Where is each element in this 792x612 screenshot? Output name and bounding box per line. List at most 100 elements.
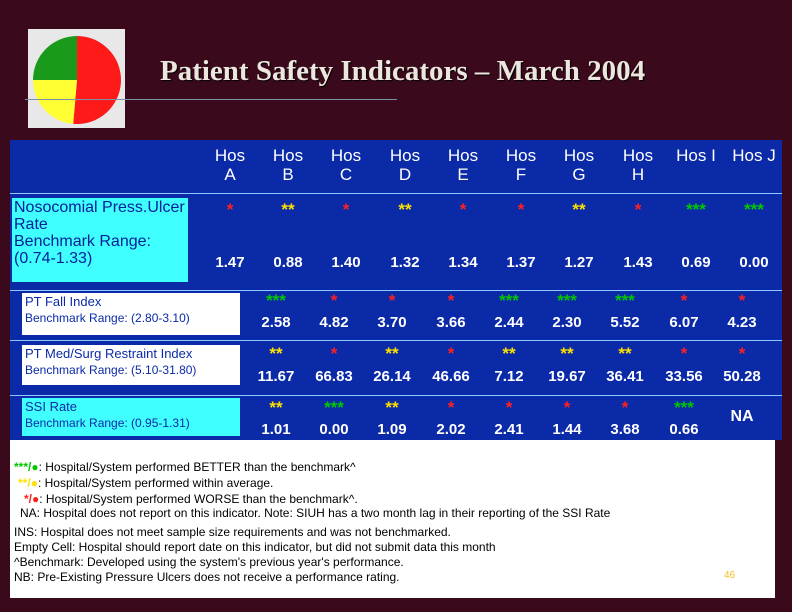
column-header: Hos E xyxy=(447,146,479,184)
pie-green-slice xyxy=(33,36,77,80)
row-label-restraint: PT Med/Surg Restraint Index Benchmark Ra… xyxy=(22,345,240,385)
legend-text: : Hospital/System performed within avera… xyxy=(37,476,274,490)
indicator-value: 1.40 xyxy=(331,254,361,271)
indicator-value: 3.66 xyxy=(436,314,466,331)
indicator-value: 1.09 xyxy=(377,421,407,438)
indicator-value: 0.69 xyxy=(681,254,711,271)
row-separator xyxy=(10,193,782,194)
legend-nb-note: NB: Pre-Existing Pressure Ulcers does no… xyxy=(14,570,400,584)
rating-stars: * xyxy=(738,291,746,310)
rating-stars: ** xyxy=(560,344,574,363)
row-label-ssi: SSI Rate Benchmark Range: (0.95-1.31) xyxy=(22,398,240,436)
legend-benchmark-note: ^Benchmark: Developed using the system's… xyxy=(14,555,404,569)
indicator-value: 1.32 xyxy=(390,254,420,271)
column-header: Hos D xyxy=(389,146,421,184)
rating-stars: ** xyxy=(618,344,632,363)
indicator-value: 26.14 xyxy=(373,368,411,385)
row-range-text: Benchmark Range: (5.10-31.80) xyxy=(25,363,197,377)
rating-stars: ** xyxy=(385,398,399,417)
indicator-value: 46.66 xyxy=(432,368,470,385)
row-label-text: PT Fall Index xyxy=(25,294,102,309)
rating-stars: *** xyxy=(324,398,344,417)
page-number: 46 xyxy=(724,570,736,581)
yellow-dot-icon: ● xyxy=(30,476,38,490)
column-header: Hos I xyxy=(676,146,716,165)
rating-stars: ** xyxy=(385,344,399,363)
column-header: Hos A xyxy=(214,146,246,184)
indicator-value: 2.58 xyxy=(261,314,291,331)
rating-stars: * xyxy=(447,291,455,310)
pie-chart-icon xyxy=(33,36,121,124)
rating-stars: *** xyxy=(499,291,519,310)
indicator-value: 0.66 xyxy=(669,421,699,438)
row-separator xyxy=(10,290,782,291)
page-title: Patient Safety Indicators – March 2004 xyxy=(160,55,646,87)
indicator-value: 19.67 xyxy=(548,368,586,385)
rating-stars: * xyxy=(621,398,629,417)
rating-stars: * xyxy=(388,291,396,310)
indicator-value: 50.28 xyxy=(723,368,761,385)
rating-stars: ** xyxy=(269,398,283,417)
row-range-text: Benchmark Range: (0.95-1.31) xyxy=(25,416,190,430)
indicator-value: 4.82 xyxy=(319,314,349,331)
pie-logo xyxy=(28,29,125,128)
indicator-value: 3.68 xyxy=(610,421,640,438)
pie-yellow-slice xyxy=(33,80,77,124)
indicator-value: 11.67 xyxy=(257,368,295,385)
rating-stars: ** xyxy=(398,200,412,219)
row-label-ulcer: Nosocomial Press.Ulcer Rate Benchmark Ra… xyxy=(12,198,188,282)
indicator-value: 1.37 xyxy=(506,254,536,271)
rating-stars: ** xyxy=(269,344,283,363)
row-range-text: Benchmark Range: (0.74-1.33) xyxy=(14,233,151,267)
rating-stars: * xyxy=(738,344,746,363)
legend-within: **/●: Hospital/System performed within a… xyxy=(18,477,273,490)
green-dot-icon: ● xyxy=(31,460,39,474)
row-label-text: PT Med/Surg Restraint Index xyxy=(25,346,193,361)
rating-stars: *** xyxy=(686,200,706,219)
indicator-value: 33.56 xyxy=(665,368,703,385)
legend-better: ***/●: Hospital/System performed BETTER … xyxy=(14,461,356,474)
column-header: Hos B xyxy=(272,146,304,184)
title-underline xyxy=(25,99,397,100)
legend-empty-note: Empty Cell: Hospital should report date … xyxy=(14,540,496,554)
rating-stars: * xyxy=(505,398,513,417)
indicator-value: 0.00 xyxy=(319,421,349,438)
column-header: Hos F xyxy=(505,146,537,184)
legend-symbol: **/ xyxy=(18,476,31,490)
legend-text: : Hospital/System performed WORSE than t… xyxy=(39,492,358,506)
rating-stars: ** xyxy=(572,200,586,219)
row-label-text: Nosocomial Press.Ulcer Rate xyxy=(14,199,185,233)
indicator-value: 1.01 xyxy=(261,421,291,438)
legend-symbol: */ xyxy=(24,492,33,506)
rating-stars: * xyxy=(447,398,455,417)
column-header: Hos G xyxy=(563,146,595,184)
indicator-value: 2.02 xyxy=(436,421,466,438)
column-header: Hos C xyxy=(330,146,362,184)
red-dot-icon: ● xyxy=(32,492,40,506)
indicator-value: 0.88 xyxy=(273,254,303,271)
indicator-value: 0.00 xyxy=(739,254,769,271)
indicator-value: 2.30 xyxy=(552,314,582,331)
rating-stars: *** xyxy=(744,200,764,219)
indicator-value: 1.43 xyxy=(623,254,653,271)
indicator-value: 66.83 xyxy=(315,368,353,385)
row-separator xyxy=(10,340,782,341)
row-range-text: Benchmark Range: (2.80-3.10) xyxy=(25,311,190,325)
row-label-text: SSI Rate xyxy=(25,399,78,414)
na-value: NA xyxy=(730,408,754,425)
rating-stars: *** xyxy=(674,398,694,417)
indicator-value: 1.27 xyxy=(564,254,594,271)
indicator-table: Hos A Hos B Hos C Hos D Hos E Hos F Hos G Hos H Hos I Hos… xyxy=(10,140,782,440)
rating-stars: * xyxy=(517,200,525,219)
indicator-value: 5.52 xyxy=(610,314,640,331)
rating-stars: ** xyxy=(281,200,295,219)
indicator-value: 1.44 xyxy=(552,421,582,438)
rating-stars: * xyxy=(226,200,234,219)
column-header: Hos J xyxy=(732,146,776,165)
rating-stars: *** xyxy=(615,291,635,310)
column-header: Hos H xyxy=(622,146,654,184)
rating-stars: * xyxy=(680,291,688,310)
rating-stars: * xyxy=(342,200,350,219)
indicator-value: 1.47 xyxy=(215,254,245,271)
indicator-value: 1.34 xyxy=(448,254,478,271)
